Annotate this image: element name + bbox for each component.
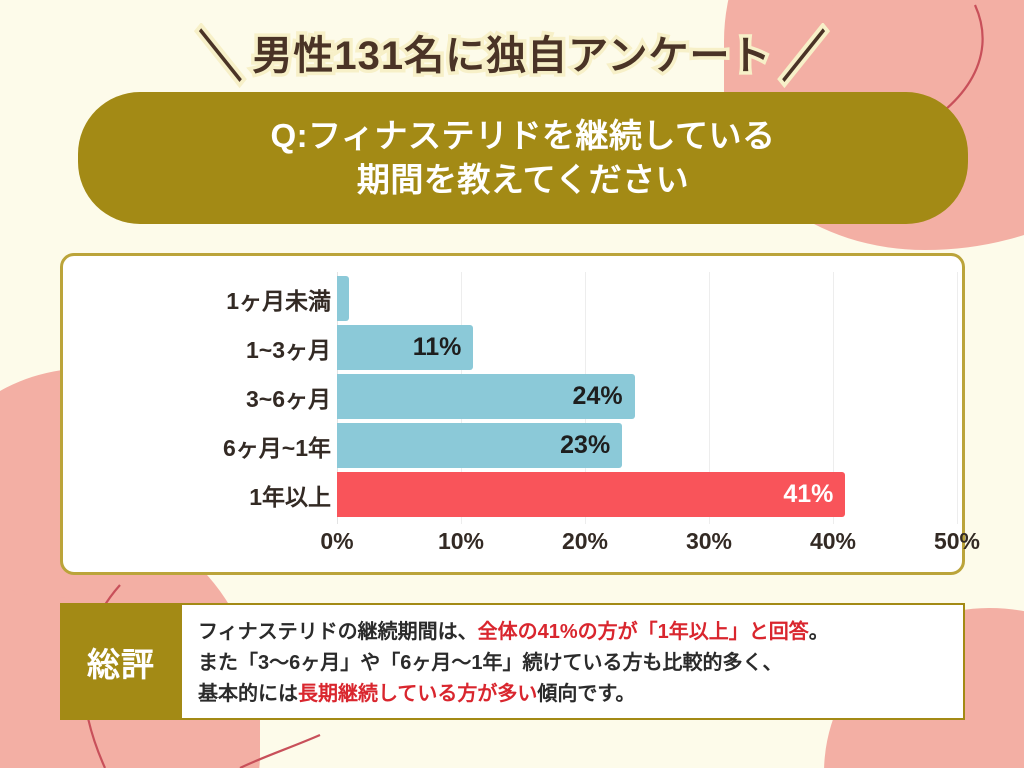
bar-wrapper: 11% xyxy=(337,325,474,370)
summary-body: フィナステリドの継続期間は、全体の41%の方が「1年以上」と回答。 また「3〜6… xyxy=(182,603,965,720)
summary-tag-label: 総評 xyxy=(87,645,155,683)
bar-1年以上[interactable]: 41% xyxy=(337,472,846,517)
bar-1ヶ月未満[interactable] xyxy=(337,276,350,321)
chart-card: 1ヶ月未満 1~3ヶ月 11% 3~6ヶ月 24% 6ヶ月~1年 23% 1年以上 41% 0%… xyxy=(60,253,980,575)
slash-right-icon: ／ xyxy=(778,23,829,93)
bar-value-label: 23% xyxy=(560,431,611,459)
category-label: 3~6ヶ月 xyxy=(245,385,331,412)
category-label: 1~3ヶ月 xyxy=(245,336,331,363)
x-tick-label: 30% xyxy=(685,528,733,554)
gridline-50pct xyxy=(957,272,958,524)
category-label: 1ヶ月未満 xyxy=(226,287,331,314)
chart-row: 1年以上 41% xyxy=(63,470,962,519)
chart-rows: 1ヶ月未満 1~3ヶ月 11% 3~6ヶ月 24% 6ヶ月~1年 23% 1年以上 41% xyxy=(63,274,962,519)
bar-wrapper: 23% xyxy=(337,423,623,468)
x-tick-label: 10% xyxy=(437,528,485,554)
summary-line-1: フィナステリドの継続期間は、全体の41%の方が「1年以上」と回答。 xyxy=(198,617,963,648)
category-label: 1年以上 xyxy=(249,483,331,510)
header-banner: ＼ 男性131名に独自アンケート ／ xyxy=(0,16,1024,93)
category-label: 6ヶ月~1年 xyxy=(222,434,331,461)
bar-wrapper: 41% xyxy=(337,472,846,517)
bar-value-label: 24% xyxy=(572,382,623,410)
summary-box: 総評 フィナステリドの継続期間は、全体の41%の方が「1年以上」と回答。 また「… xyxy=(60,603,965,720)
bar-wrapper: 24% xyxy=(337,374,635,419)
bar-value-label: 11% xyxy=(412,333,462,361)
question-line-2: 期間を教えてください xyxy=(356,161,690,198)
question-banner: Q:フィナステリドを継続している 期間を教えてください xyxy=(78,92,968,224)
bar-1~3ヶ月[interactable]: 11% xyxy=(337,325,474,370)
page-title: 男性131名に独自アンケート xyxy=(249,31,774,82)
x-tick-label: 50% xyxy=(933,528,981,554)
chart-row: 3~6ヶ月 24% xyxy=(63,372,962,421)
bar-wrapper xyxy=(337,276,350,321)
summary-line-3: 基本的には長期継続している方が多い傾向です。 xyxy=(198,679,963,710)
gridline-30pct xyxy=(709,272,710,524)
x-tick-label: 0% xyxy=(320,528,354,554)
summary-line-1-highlight: 全体の41%の方が「1年以上」と回答 xyxy=(477,621,809,643)
question-line-1: Q:フィナステリドを継続している xyxy=(270,117,776,154)
x-tick-label: 20% xyxy=(561,528,609,554)
bar-6ヶ月~1年[interactable]: 23% xyxy=(337,423,623,468)
summary-line-3-highlight: 長期継続している方が多い xyxy=(298,683,538,705)
summary-line-3-text-a: 基本的には xyxy=(198,683,298,705)
slash-left-icon: ＼ xyxy=(195,23,246,93)
gridline-40pct xyxy=(833,272,834,524)
summary-line-3-text-b: 傾向です。 xyxy=(537,683,636,705)
summary-line-1-text-b: 。 xyxy=(808,621,829,643)
chart-row: 6ヶ月~1年 23% xyxy=(63,421,962,470)
chart-row: 1~3ヶ月 11% xyxy=(63,323,962,372)
chart-x-axis: 0% 10% 20% 30% 40% 50% xyxy=(320,528,980,558)
summary-line-1-text-a: フィナステリドの継続期間は、 xyxy=(198,621,478,643)
summary-line-2: また「3〜6ヶ月」や「6ヶ月〜1年」続けている方も比較的多く、 xyxy=(198,652,783,674)
x-tick-label: 40% xyxy=(809,528,857,554)
summary-tag: 総評 xyxy=(60,603,182,720)
bar-3~6ヶ月[interactable]: 24% xyxy=(337,374,635,419)
chart-row: 1ヶ月未満 xyxy=(63,274,962,323)
bar-value-label: 41% xyxy=(783,480,834,508)
